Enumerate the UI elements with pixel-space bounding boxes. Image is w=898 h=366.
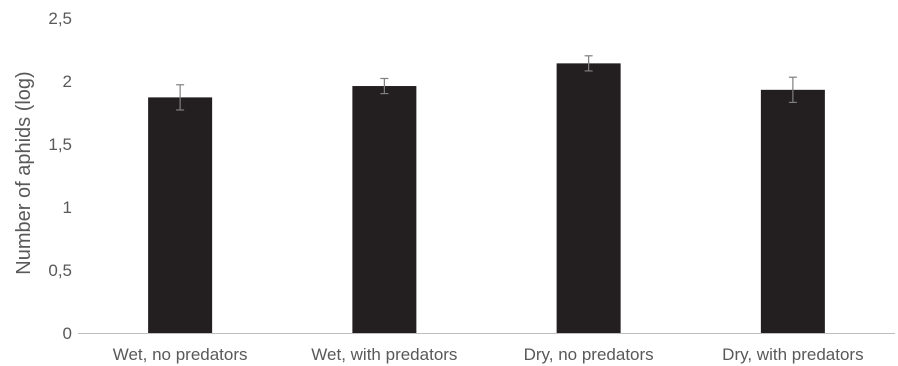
bar (556, 63, 621, 334)
error-bars-group (176, 55, 797, 111)
bar (760, 89, 825, 333)
error-bar (584, 55, 593, 72)
x-tick-label: Wet, with predators (311, 345, 457, 364)
y-tick-label: 0,5 (48, 261, 72, 280)
x-axis-ticks: Wet, no predators Wet, with predators Dry,… (113, 345, 864, 364)
y-tick-label: 1 (63, 198, 72, 217)
y-tick-label: 2 (63, 72, 72, 91)
y-tick-label: 1,5 (48, 135, 72, 154)
x-tick-label: Dry, with predators (722, 345, 863, 364)
bars-group (148, 63, 825, 334)
error-bar (788, 76, 797, 104)
error-bar (176, 84, 185, 111)
y-axis-ticks: 0 0,5 1 1,5 2 2,5 (48, 9, 72, 343)
bar (148, 97, 213, 333)
y-tick-label: 2,5 (48, 9, 72, 28)
x-tick-label: Dry, no predators (524, 345, 654, 364)
y-tick-label: 0 (63, 324, 72, 343)
error-bar (380, 77, 389, 95)
y-axis-title: Number of aphids (log) (13, 71, 35, 274)
bar (352, 86, 417, 333)
x-tick-label: Wet, no predators (113, 345, 248, 364)
